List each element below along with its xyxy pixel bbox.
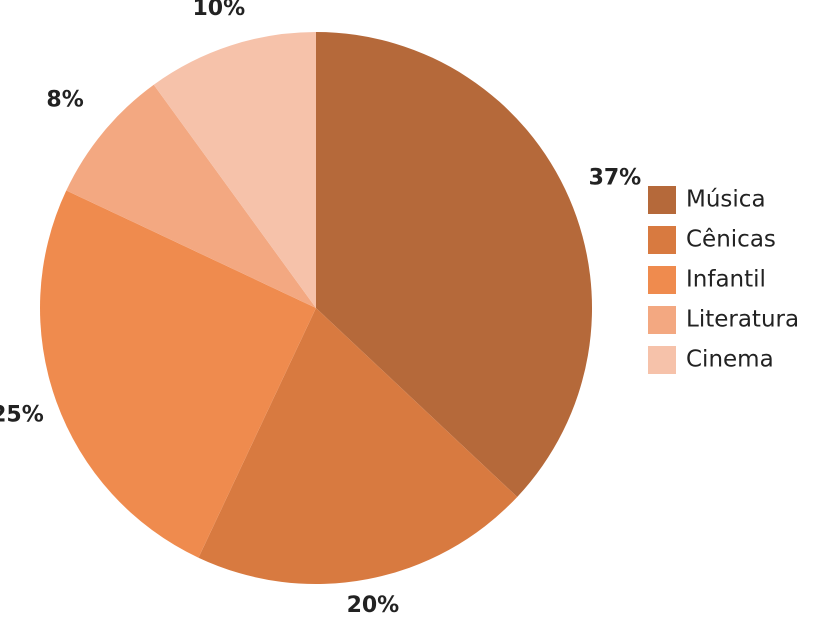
pie-slice-1 [316, 32, 593, 497]
legend-swatch-2 [648, 226, 676, 254]
pie-value-labels: 37% 20% 25% 8% 10% [0, 0, 641, 618]
pie-slice-4 [66, 84, 317, 309]
value-label-1: 37% [589, 166, 642, 191]
pie-slice-5 [153, 31, 316, 308]
value-label-4: 8% [46, 87, 83, 112]
value-label-2: 20% [347, 593, 400, 618]
value-label-3: 25% [0, 403, 44, 428]
value-label-5: 10% [192, 0, 245, 21]
legend-swatch-4 [648, 306, 676, 334]
pie-slice-2 [198, 308, 518, 585]
pie-slice-3 [39, 190, 316, 558]
pie-slices [39, 31, 593, 585]
legend-label-5: Cinema [686, 347, 774, 373]
legend-label-1: Música [686, 187, 766, 213]
legend-swatch-1 [648, 186, 676, 214]
legend: Música Cênicas Infantil Literatura Cinema [648, 186, 799, 374]
legend-swatch-5 [648, 346, 676, 374]
legend-label-3: Infantil [686, 267, 766, 293]
legend-swatch-3 [648, 266, 676, 294]
legend-label-2: Cênicas [686, 227, 776, 253]
legend-label-4: Literatura [686, 307, 799, 333]
